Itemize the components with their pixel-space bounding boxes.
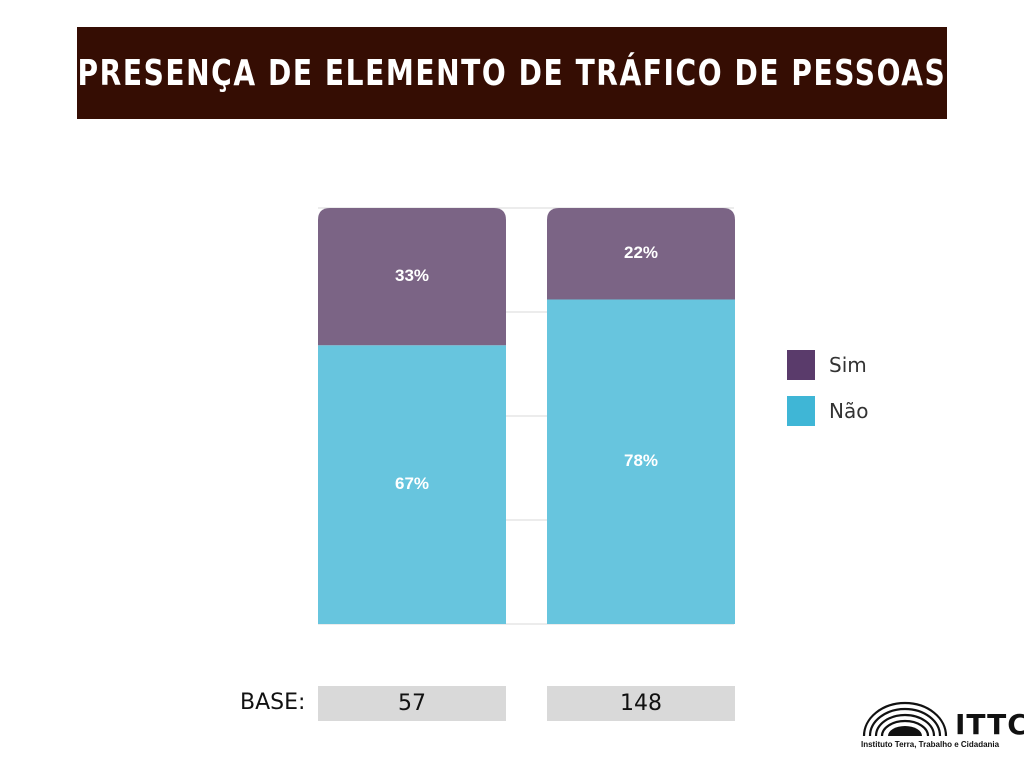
ittc-logo: ITTC Instituto Terra, Trabalho e Cidadan… <box>860 700 1024 756</box>
logo-name: ITTC <box>955 708 1024 741</box>
base-value-1: 57 <box>318 686 506 721</box>
legend-label-nao: Não <box>829 399 869 423</box>
logo-subtitle: Instituto Terra, Trabalho e Cidadania <box>861 740 1000 749</box>
data-label-sim: 22% <box>624 243 658 262</box>
legend-item-sim: Sim <box>787 350 868 380</box>
data-label-nao: 67% <box>395 474 429 493</box>
legend-swatch-nao <box>787 396 815 426</box>
data-label-sim: 33% <box>395 266 429 285</box>
title-banner: PRESENÇA DE ELEMENTO DE TRÁFICO DE PESSO… <box>77 27 947 119</box>
legend-label-sim: Sim <box>829 353 867 377</box>
bar-nao <box>547 299 735 624</box>
legend-swatch-sim <box>787 350 815 380</box>
legend: Sim Não <box>787 350 868 442</box>
bar-sim <box>318 208 506 346</box>
bar-sim <box>547 208 735 300</box>
bar-nao <box>318 345 506 624</box>
chart-title: PRESENÇA DE ELEMENTO DE TRÁFICO DE PESSO… <box>77 52 947 94</box>
base-label: BASE: <box>240 690 306 715</box>
data-label-nao: 78% <box>624 451 658 470</box>
arches-icon <box>862 701 948 737</box>
base-value-2: 148 <box>547 686 735 721</box>
legend-item-nao: Não <box>787 396 868 426</box>
